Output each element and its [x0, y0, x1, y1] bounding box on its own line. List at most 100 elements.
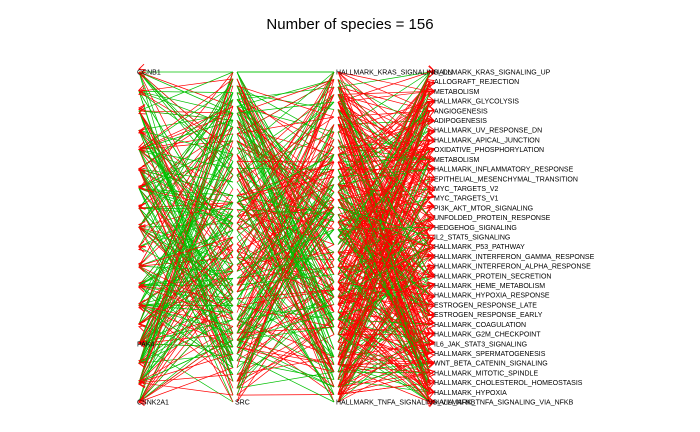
edge: [337, 110, 431, 298]
arrow-head: [427, 222, 436, 230]
edge: [236, 319, 335, 389]
arrow-head: [137, 361, 146, 368]
edge: [236, 202, 335, 230]
arrow-head: [427, 125, 436, 133]
edge: [138, 91, 234, 245]
edge: [236, 188, 335, 328]
edge: [138, 285, 234, 375]
edge: [236, 257, 335, 395]
edge: [138, 140, 234, 383]
edge: [236, 339, 335, 365]
edge: [337, 110, 431, 178]
edge: [236, 229, 335, 272]
arrow-head: [427, 386, 435, 394]
edge-layer: [137, 63, 436, 408]
edge: [337, 154, 431, 364]
edge: [337, 191, 431, 364]
node-label: HALLMARK_HYPOXIA: [434, 390, 507, 397]
arrow-head: [137, 319, 146, 327]
node-label: HALLMARK_INFLAMMATORY_RESPONSE: [434, 167, 574, 174]
arrow-head: [138, 141, 147, 149]
edge: [236, 319, 335, 375]
edge: [337, 81, 431, 275]
arrow-head: [137, 221, 146, 229]
edge: [236, 195, 335, 358]
node-label: METABOLISM: [434, 157, 480, 164]
arrow-head: [137, 183, 146, 191]
arrow-head: [426, 211, 435, 218]
arrow-head: [137, 299, 146, 307]
node-label: EPITHELIAL_MESENCHYMAL_TRANSITION: [434, 176, 578, 183]
node-label: HALLMARK_G2M_CHECKPOINT: [434, 332, 541, 339]
edge: [337, 91, 431, 95]
edge: [337, 333, 431, 395]
arrow-head: [427, 164, 436, 172]
node-label: HALLMARK_SPERMATOGENESIS: [434, 351, 546, 358]
edge: [236, 195, 335, 373]
edge: [236, 161, 335, 203]
arrow-head: [427, 154, 436, 161]
edge: [236, 289, 335, 307]
chart-title: Number of species = 156: [266, 16, 434, 33]
edge: [236, 184, 335, 389]
arrow-head: [137, 320, 146, 328]
edge: [138, 168, 234, 197]
edge: [138, 154, 234, 267]
edge: [138, 168, 234, 300]
edge: [337, 236, 431, 315]
arrow-head: [427, 182, 436, 190]
edge: [337, 154, 431, 247]
edge: [236, 274, 335, 286]
edge: [138, 92, 234, 228]
arrow-head: [426, 101, 435, 108]
edge: [138, 91, 234, 93]
node-label: HALLMARK_GLYCOLYSIS: [434, 99, 519, 106]
edge: [337, 304, 431, 393]
arrow-head: [427, 292, 436, 299]
edge: [337, 251, 431, 277]
edge: [337, 161, 431, 218]
edge: [138, 129, 234, 155]
arrow-head: [426, 71, 435, 78]
edge: [337, 94, 431, 199]
edge: [337, 296, 431, 325]
edge: [138, 264, 234, 403]
node-label: ADIPOGENESIS: [434, 118, 487, 125]
arrow-head: [427, 360, 435, 368]
edge: [236, 206, 335, 286]
arrow-head: [427, 90, 436, 97]
edge: [236, 251, 335, 279]
edge: [138, 149, 234, 382]
edge: [138, 71, 234, 112]
arrow-head: [137, 104, 146, 112]
edge: [236, 298, 335, 358]
edge: [337, 161, 431, 403]
edge: [138, 106, 234, 150]
edge: [236, 124, 335, 251]
edge: [236, 346, 335, 373]
arrow-head: [138, 285, 146, 293]
edge: [337, 353, 431, 403]
edge: [138, 149, 234, 231]
edge: [337, 266, 431, 364]
edge: [236, 319, 335, 396]
arrow-head: [138, 63, 146, 71]
arrow-head: [137, 280, 146, 287]
edge: [337, 265, 431, 380]
arrow-head: [427, 155, 436, 163]
arrow-head: [426, 135, 435, 142]
edge: [138, 92, 234, 383]
arrow-head: [137, 167, 146, 175]
edge: [138, 304, 234, 327]
edge: [337, 199, 431, 335]
edge: [236, 199, 335, 341]
edge: [337, 184, 431, 209]
edge: [138, 339, 234, 403]
edge: [236, 353, 335, 403]
arrow-head: [427, 282, 436, 290]
arrow-head: [427, 399, 436, 407]
edge: [337, 116, 431, 383]
arrow-head: [426, 234, 435, 241]
node-label: HALLMARK_P53_PATHWAY: [434, 244, 525, 251]
arrow-head: [137, 358, 146, 366]
